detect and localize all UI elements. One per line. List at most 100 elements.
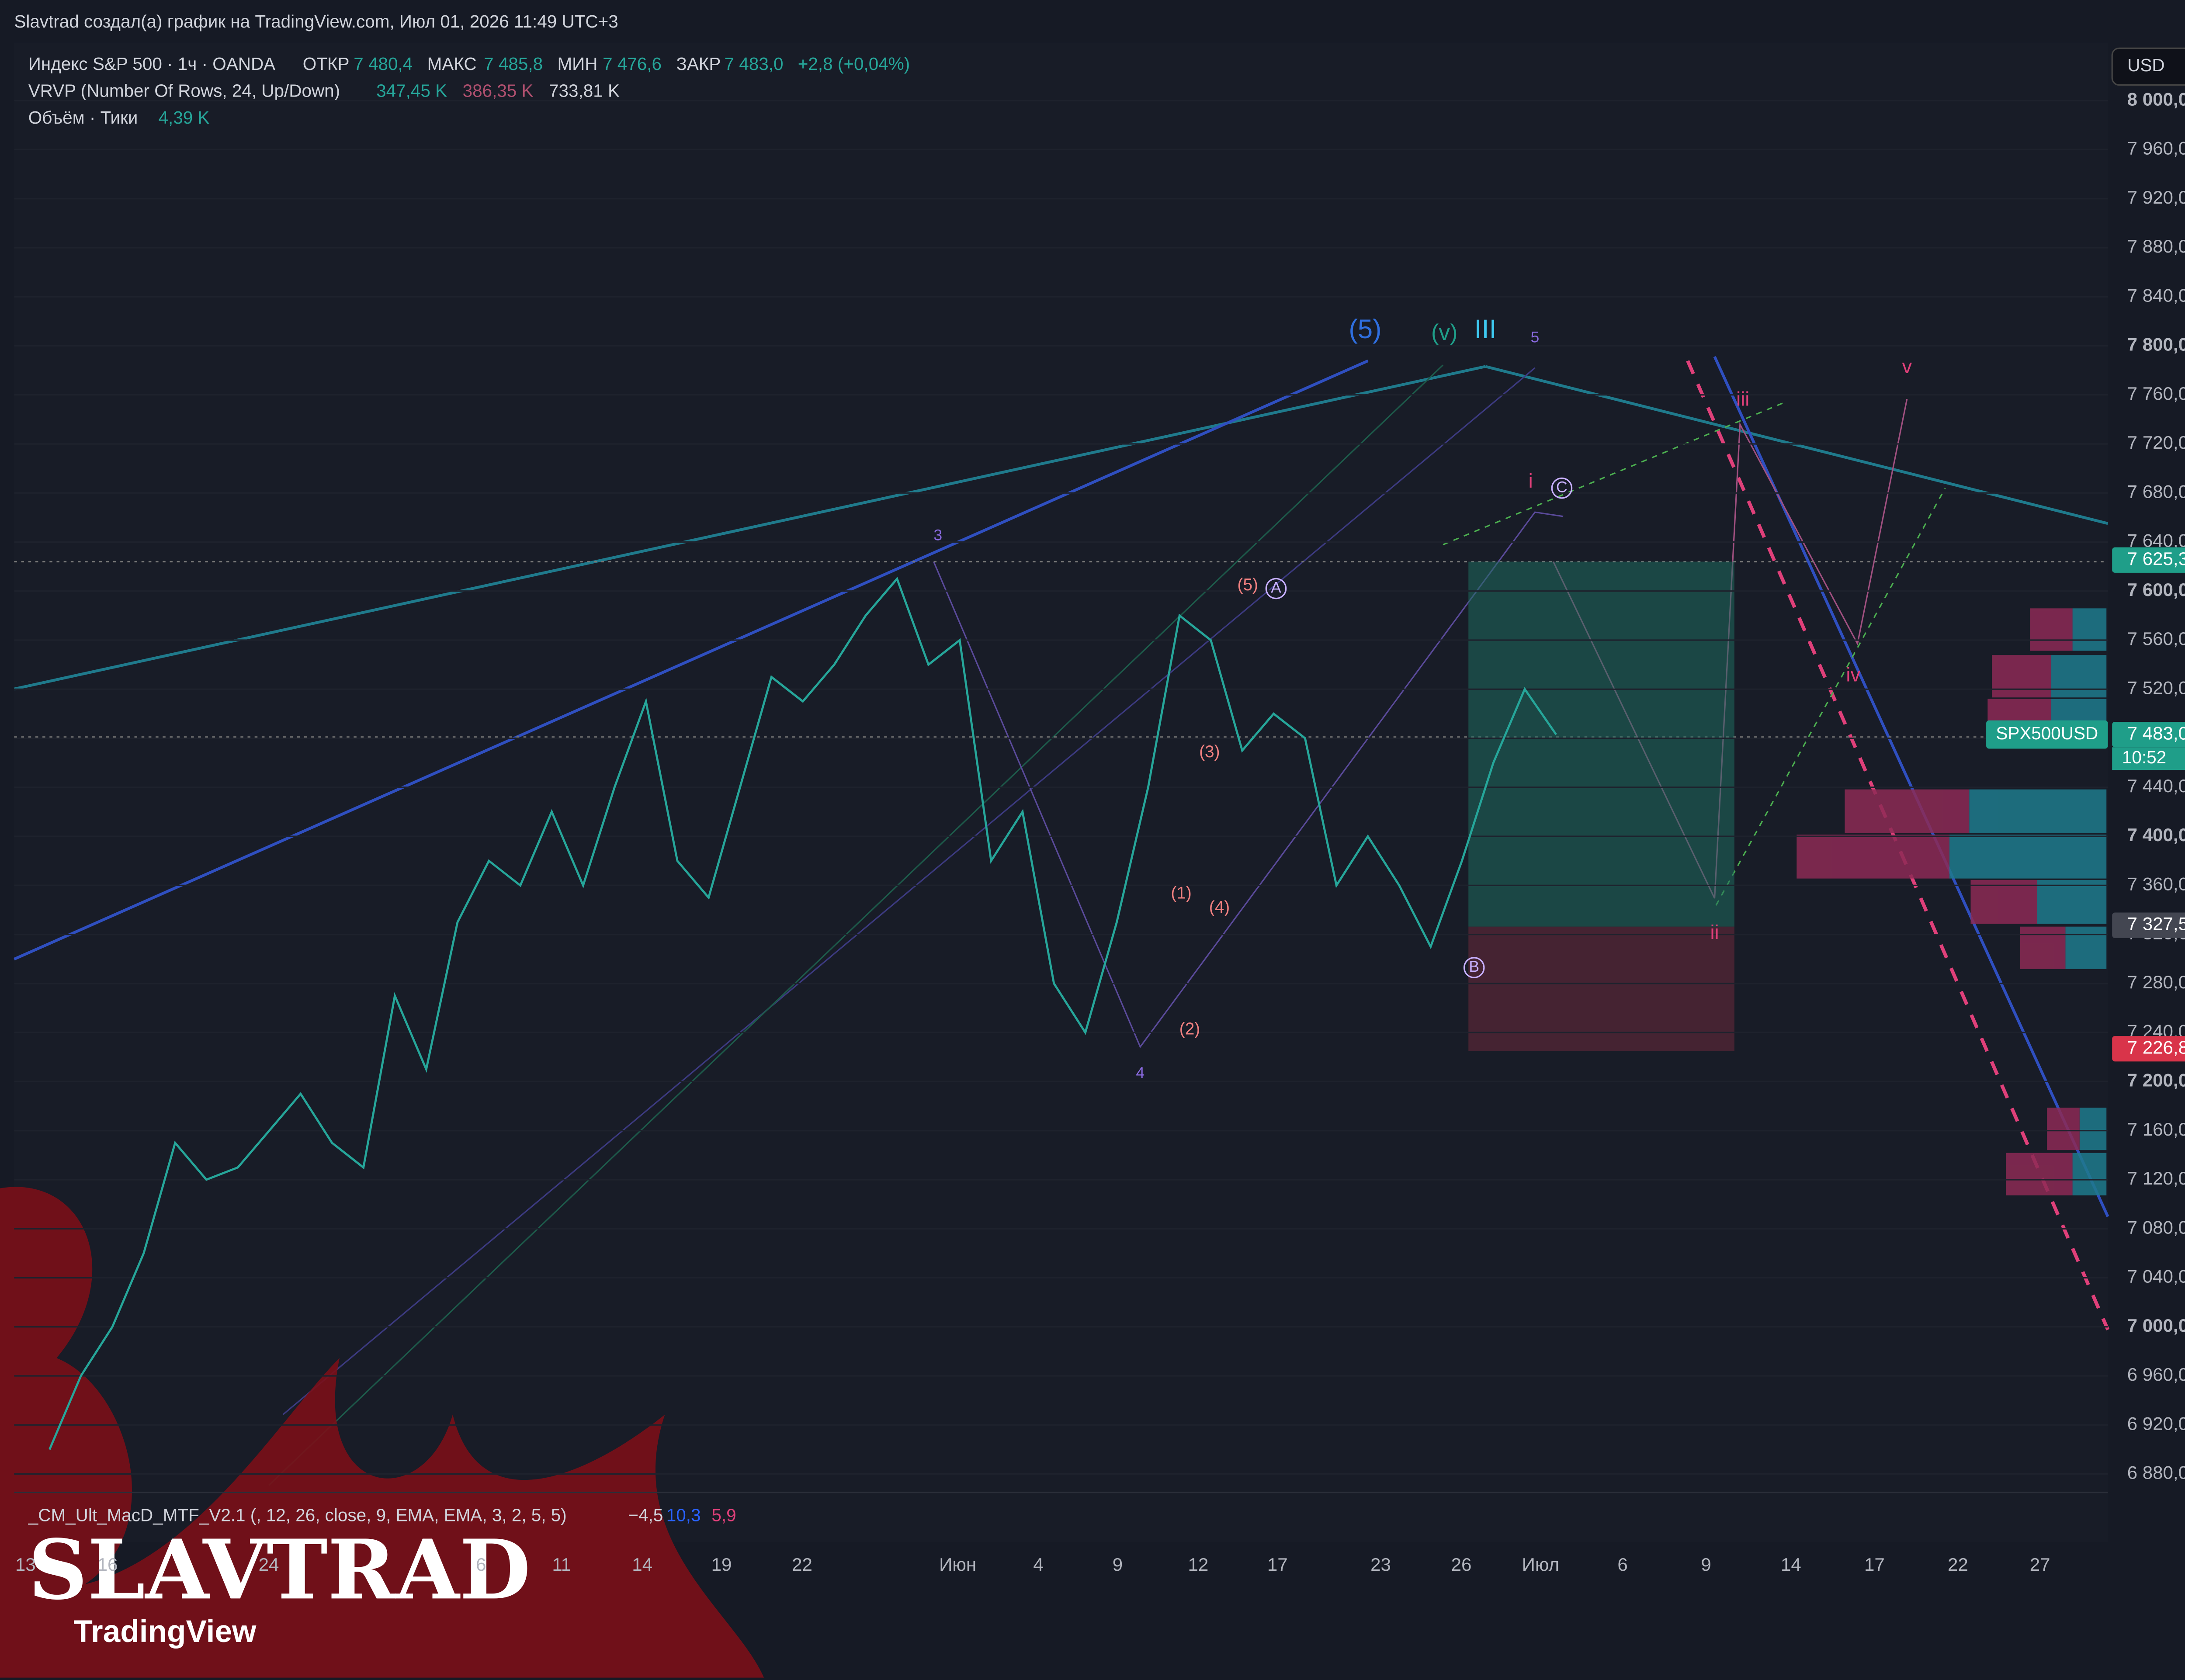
wave-label: (v)	[1431, 319, 1457, 345]
price-tick-label: 7 600,0	[2127, 579, 2185, 600]
legend-symbol: Индекс S&P 500 · 1ч · OANDA	[28, 54, 275, 74]
price-tick-label: 8 000,0	[2127, 89, 2185, 109]
time-tick-label: 14	[632, 1554, 652, 1575]
legend-label: МАКС	[427, 54, 477, 74]
legend-label: ЗАКР	[676, 54, 721, 74]
legend-value: 7 480,4	[354, 54, 413, 74]
time-tick-label: Июл	[1522, 1554, 1559, 1575]
price-tick-label: 7 880,0	[2127, 236, 2185, 256]
time-tick-label: 22	[1948, 1554, 1968, 1575]
price-tick-label: 7 360,0	[2127, 873, 2185, 894]
legend-value: 7 483,0	[724, 54, 783, 74]
wave-label: (4)	[1209, 898, 1230, 917]
wave-label: 5	[1531, 328, 1540, 346]
wave-label: (5)	[1349, 314, 1381, 344]
time-tick-label: 27	[2030, 1554, 2050, 1575]
price-tick-label: 7 840,0	[2127, 285, 2185, 305]
price-tick-label: 7 680,0	[2127, 481, 2185, 502]
price-tick-label: 7 920,0	[2127, 187, 2185, 208]
wave-label: (1)	[1171, 884, 1191, 903]
wave-label: ii	[1710, 921, 1719, 943]
legend-value: 7 476,6	[603, 54, 662, 74]
price-tick-label: 7 160,0	[2127, 1119, 2185, 1140]
watermark: SLAVTRAD	[28, 1522, 531, 1618]
wave-label: iii	[1736, 388, 1749, 410]
price-badge-label: 7 483,0	[2127, 723, 2185, 743]
time-tick-label: 9	[1701, 1554, 1711, 1575]
price-tick-label: 7 040,0	[2127, 1266, 2185, 1287]
price-badge	[2112, 547, 2185, 573]
legend-label: ОТКР	[303, 54, 350, 74]
price-tick-label: 7 120,0	[2127, 1168, 2185, 1188]
price-tick-label: 7 720,0	[2127, 432, 2185, 453]
indicator-value: 10,3	[666, 1505, 701, 1525]
price-tick-label: 6 880,0	[2127, 1462, 2185, 1483]
time-tick-label: 24	[259, 1554, 279, 1575]
price-badge-label: 7 327,5	[2127, 914, 2185, 934]
countdown-badge	[2112, 747, 2185, 770]
header-title: Slavtrad создал(а) график на TradingView…	[14, 11, 618, 31]
price-tick-label: 7 280,0	[2127, 972, 2185, 992]
legend-volume: Объём · Тики	[28, 107, 138, 128]
symbol-badge-label: SPX500USD	[1996, 723, 2098, 743]
symbol-badge	[1986, 720, 2108, 749]
wave-label: i	[1529, 470, 1533, 492]
legend-label: МИН	[557, 54, 597, 74]
countdown-label: 10:52	[2122, 747, 2166, 767]
price-tick-label: 7 760,0	[2127, 383, 2185, 404]
time-tick-label: 16	[97, 1554, 118, 1575]
time-tick-label: 13	[15, 1554, 36, 1575]
time-tick-label: 12	[1188, 1554, 1209, 1575]
time-tick-label: 9	[1113, 1554, 1123, 1575]
price-tick-label: 7 000,0	[2127, 1315, 2185, 1336]
wave-label: (3)	[1199, 742, 1220, 761]
time-tick-label: 11	[552, 1554, 571, 1575]
price-tick-label: 7 080,0	[2127, 1217, 2185, 1237]
price-tick-label: 6 960,0	[2127, 1364, 2185, 1385]
time-tick-label: 22	[792, 1554, 812, 1575]
time-tick-label: 17	[1267, 1554, 1288, 1575]
indicator-name: _CM_Ult_MacD_MTF_V2.1 (, 12, 26, close, …	[28, 1505, 567, 1525]
wave-circle	[1551, 477, 1573, 499]
wave-label: C	[1556, 478, 1568, 496]
time-tick-label: 17	[1864, 1554, 1885, 1575]
plot-area	[14, 42, 2108, 1542]
price-badge	[2112, 722, 2185, 748]
wave-label: 3	[933, 527, 942, 544]
wave-label: A	[1271, 578, 1281, 596]
time-tick-label: 19	[711, 1554, 732, 1575]
wave-label: B	[1469, 958, 1479, 975]
wave-circle	[1463, 957, 1485, 978]
legend-value: 4,39 K	[159, 107, 210, 128]
wave-label: (5)	[1238, 575, 1258, 594]
wave-label: 4	[1136, 1064, 1145, 1081]
wave-label: v	[1902, 355, 1912, 378]
legend-value: 386,35 K	[463, 80, 534, 100]
currency-button[interactable]	[2111, 47, 2185, 86]
legend-vrvp: VRVP (Number Of Rows, 24, Up/Down)	[28, 80, 340, 100]
time-tick-label: 14	[1781, 1554, 1801, 1575]
time-tick-label: 6	[476, 1554, 486, 1575]
price-tick-label: 7 400,0	[2127, 824, 2185, 845]
legend-value: 7 485,8	[484, 54, 543, 74]
time-tick-label: 26	[1451, 1554, 1472, 1575]
price-tick-label: 7 800,0	[2127, 334, 2185, 355]
time-tick-label: Июн	[939, 1554, 976, 1575]
legend-change: +2,8 (+0,04%)	[798, 54, 910, 74]
time-tick-label: 23	[1370, 1554, 1391, 1575]
wave-label: III	[1474, 314, 1496, 344]
price-tick-label: 7 200,0	[2127, 1070, 2185, 1091]
legend-value: 347,45 K	[376, 80, 447, 100]
indicator-value: 5,9	[711, 1505, 736, 1525]
wave-label: iv	[1846, 664, 1860, 686]
indicator-value: −4,5	[628, 1505, 663, 1525]
legend-value: 733,81 K	[549, 80, 620, 100]
wave-circle	[1265, 578, 1287, 599]
decor	[0, 356, 2110, 1678]
price-badge-label: 7 226,8	[2127, 1037, 2185, 1057]
price-line	[49, 576, 1557, 1450]
currency-label[interactable]: USD	[2127, 55, 2164, 75]
price-tick-label: 7 440,0	[2127, 776, 2185, 796]
price-tick-label: 7 560,0	[2127, 628, 2185, 649]
